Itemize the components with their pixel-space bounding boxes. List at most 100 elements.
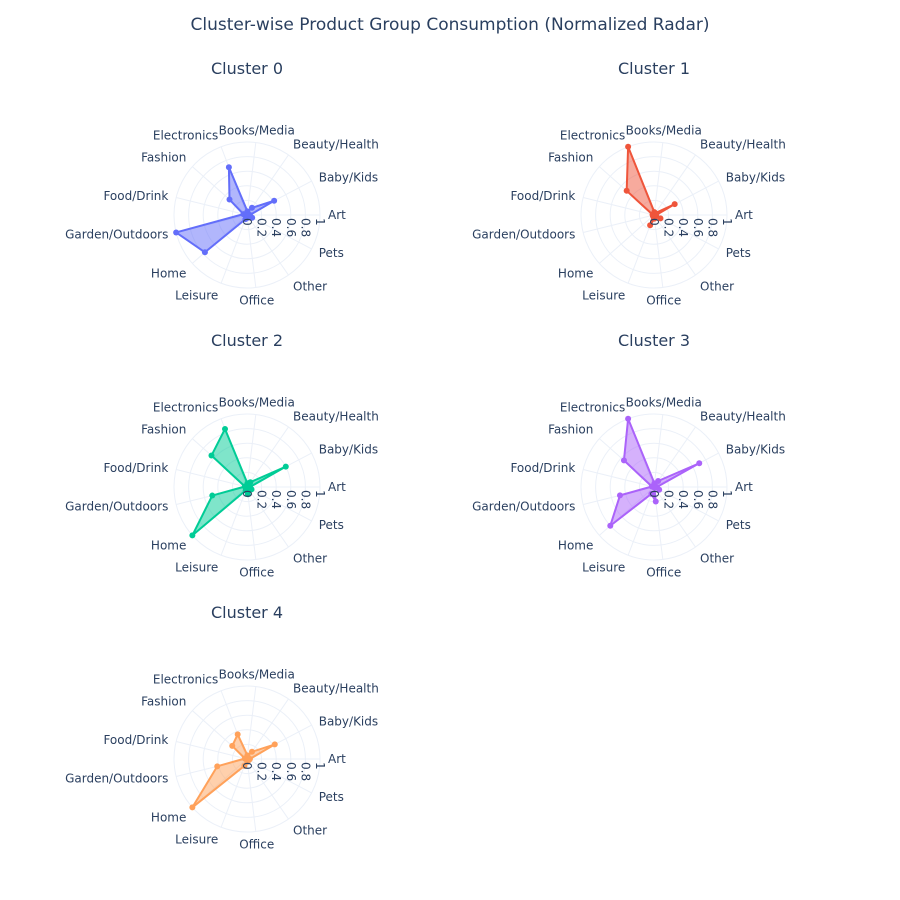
angular-gridline [246, 758, 312, 794]
category-label: Office [239, 293, 274, 307]
category-label: Electronics [153, 400, 218, 414]
angular-gridline [246, 214, 312, 250]
data-point [625, 143, 632, 150]
radar-panel: Cluster 2 0 0.2 0.4 0.6 0.8 1 Art Baby/Kids Beaut… [65, 331, 379, 579]
data-point [248, 204, 255, 211]
angular-gridline [583, 469, 655, 488]
category-label: Leisure [582, 289, 625, 303]
category-label: Garden/Outdoors [472, 228, 575, 242]
category-label: Electronics [153, 672, 218, 686]
data-point [271, 197, 278, 204]
data-point [189, 804, 196, 811]
category-label: Leisure [582, 561, 625, 575]
category-label: Art [328, 752, 346, 766]
category-label: Office [239, 565, 274, 579]
category-label: Art [735, 208, 753, 222]
data-point [244, 491, 251, 498]
radial-tick-label: 1 [313, 218, 327, 226]
category-label: Home [558, 539, 593, 553]
radial-tick-label: 0.2 [255, 218, 269, 237]
category-label: Books/Media [626, 124, 702, 138]
radial-tick-label: 0.6 [284, 218, 298, 237]
data-point [623, 187, 630, 194]
radial-tick-label: 0 [647, 218, 661, 226]
category-label: Art [328, 208, 346, 222]
category-label: Art [328, 480, 346, 494]
angular-gridline [176, 741, 248, 760]
angular-gridline [176, 197, 248, 216]
angular-gridline [627, 486, 655, 556]
angular-gridline [653, 214, 664, 288]
category-label: Baby/Kids [319, 715, 378, 729]
radial-tick-label: 0 [240, 218, 254, 226]
angular-gridline [653, 142, 664, 216]
data-point [647, 222, 654, 229]
radial-tick-label: 1 [313, 490, 327, 498]
data-point [616, 492, 623, 499]
data-point [173, 229, 180, 236]
category-label: Books/Media [219, 668, 295, 682]
panel-title: Cluster 2 [211, 331, 283, 350]
data-point [201, 249, 208, 256]
angular-gridline [176, 469, 248, 488]
data-point [244, 212, 251, 219]
category-label: Other [293, 552, 327, 566]
angular-gridline [653, 414, 664, 488]
category-label: Office [646, 565, 681, 579]
category-label: Beauty/Health [293, 409, 379, 423]
angular-gridline [246, 698, 289, 760]
category-label: Beauty/Health [293, 137, 379, 151]
radial-tick-label: 0.4 [676, 490, 690, 509]
category-label: Office [646, 293, 681, 307]
angular-gridline [246, 686, 257, 760]
data-point [656, 486, 663, 493]
category-label: Food/Drink [103, 461, 168, 475]
category-label: Fashion [548, 150, 593, 164]
category-label: Fashion [141, 150, 186, 164]
data-point [620, 457, 627, 464]
category-label: Books/Media [219, 124, 295, 138]
category-label: Books/Media [219, 396, 295, 410]
category-label: Pets [319, 518, 344, 532]
radial-tick-label: 0 [240, 490, 254, 498]
category-label: Leisure [175, 833, 218, 847]
panel-title: Cluster 1 [618, 59, 690, 78]
angular-gridline [246, 758, 257, 832]
category-label: Home [558, 267, 593, 281]
data-point [248, 748, 255, 755]
category-label: Electronics [153, 128, 218, 142]
radial-tick-label: 0.4 [269, 762, 283, 781]
radial-tick-label: 1 [720, 490, 734, 498]
angular-gridline [653, 426, 696, 488]
radial-tick-label: 0.6 [284, 762, 298, 781]
data-point [208, 452, 215, 459]
data-point [248, 486, 255, 493]
category-label: Home [151, 811, 186, 825]
radial-tick-label: 0.2 [662, 218, 676, 237]
data-point [214, 763, 221, 770]
category-label: Food/Drink [103, 733, 168, 747]
angular-gridline [653, 214, 719, 250]
data-point [226, 196, 233, 203]
category-label: Leisure [175, 289, 218, 303]
radial-tick-label: 0.4 [269, 218, 283, 237]
data-point [271, 741, 278, 748]
angular-gridline [653, 486, 696, 548]
radial-tick-label: 0.4 [676, 218, 690, 237]
radial-tick-label: 0.8 [298, 218, 312, 237]
category-label: Other [293, 824, 327, 838]
angular-gridline [653, 486, 719, 522]
category-label: Fashion [548, 422, 593, 436]
category-label: Baby/Kids [726, 171, 785, 185]
angular-gridline [220, 214, 248, 284]
data-point [282, 463, 289, 470]
radial-tick-label: 0.2 [255, 762, 269, 781]
radial-tick-label: 0.6 [284, 490, 298, 509]
data-point [657, 215, 664, 222]
data-point [189, 532, 196, 539]
angular-gridline [246, 486, 312, 522]
data-point [209, 492, 216, 499]
angular-gridline [246, 758, 289, 820]
category-label: Fashion [141, 694, 186, 708]
radial-tick-label: 0.8 [298, 490, 312, 509]
